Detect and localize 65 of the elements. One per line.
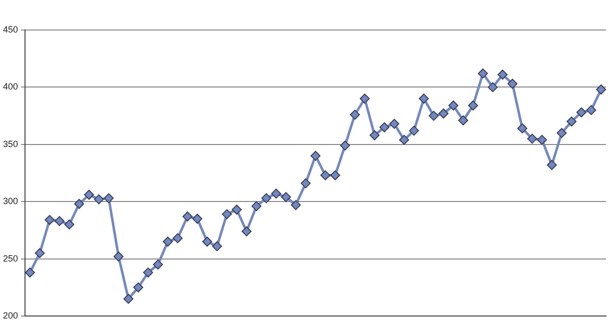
point bbox=[556, 128, 567, 138]
point bbox=[340, 140, 350, 151]
point bbox=[478, 68, 488, 78]
point bbox=[114, 252, 124, 262]
point bbox=[370, 130, 380, 140]
point bbox=[586, 105, 596, 116]
point bbox=[438, 108, 449, 119]
point bbox=[576, 107, 586, 118]
point bbox=[84, 190, 94, 200]
point bbox=[596, 84, 606, 94]
point bbox=[232, 204, 242, 215]
point bbox=[192, 214, 202, 224]
point bbox=[418, 94, 429, 104]
point bbox=[251, 201, 262, 212]
point bbox=[34, 248, 45, 258]
point bbox=[271, 188, 282, 199]
point bbox=[448, 100, 458, 111]
point bbox=[300, 178, 311, 188]
point bbox=[242, 226, 252, 236]
point bbox=[507, 78, 518, 89]
point bbox=[546, 160, 557, 170]
y-tick-label: 450 bbox=[2, 24, 18, 34]
point bbox=[44, 214, 55, 225]
point bbox=[123, 294, 134, 304]
point bbox=[408, 126, 419, 136]
point bbox=[212, 241, 222, 252]
point bbox=[360, 94, 370, 104]
point bbox=[74, 198, 84, 209]
point bbox=[162, 236, 173, 247]
point bbox=[152, 260, 163, 270]
y-tick-label: 400 bbox=[2, 82, 18, 92]
point bbox=[143, 268, 154, 278]
point bbox=[64, 219, 74, 230]
point bbox=[222, 209, 232, 220]
point bbox=[488, 82, 498, 92]
point bbox=[182, 211, 192, 222]
point bbox=[527, 134, 538, 144]
point bbox=[330, 170, 340, 180]
point bbox=[202, 236, 212, 247]
point bbox=[94, 194, 104, 204]
y-tick-label: 200 bbox=[2, 310, 18, 320]
y-tick-label: 350 bbox=[2, 138, 18, 149]
y-tick-label: 300 bbox=[2, 196, 18, 206]
point bbox=[498, 70, 508, 80]
point bbox=[536, 134, 547, 145]
point bbox=[379, 122, 390, 132]
y-tick-label: 250 bbox=[2, 253, 18, 264]
point bbox=[54, 216, 64, 226]
point bbox=[350, 110, 360, 120]
point bbox=[261, 193, 272, 204]
point bbox=[310, 150, 321, 161]
point bbox=[290, 200, 301, 210]
point bbox=[133, 282, 144, 292]
point bbox=[172, 233, 183, 244]
point bbox=[280, 192, 291, 202]
point bbox=[458, 115, 468, 126]
point bbox=[24, 268, 35, 278]
point bbox=[428, 110, 439, 121]
point bbox=[468, 100, 478, 111]
point bbox=[320, 170, 330, 180]
point bbox=[104, 193, 114, 204]
point bbox=[566, 116, 577, 127]
point bbox=[389, 118, 400, 129]
point bbox=[517, 123, 528, 134]
point bbox=[399, 134, 410, 145]
